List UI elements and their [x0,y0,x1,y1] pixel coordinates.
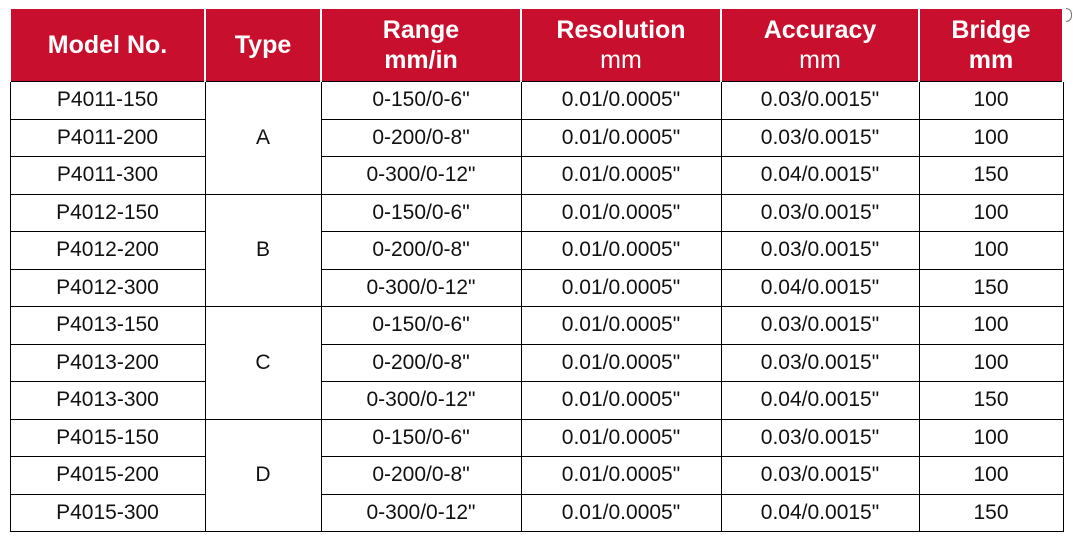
cell-resolution: 0.01/0.0005" [520,343,722,382]
cell-bridge: 100 [918,81,1064,120]
cell-model: P4011-300 [9,156,206,195]
cell-bridge: 100 [918,231,1064,270]
table-row: P4011-150 A 0-150/0-6" 0.01/0.0005" 0.03… [9,81,1064,195]
cell-bridge: 100 [918,193,1064,232]
cell-accuracy: 0.03/0.0015" [720,193,920,232]
cell-range: 0-200/0-8" [320,118,522,157]
header-bridge-label: Bridge [951,16,1031,44]
cell-bridge: 150 [918,268,1064,307]
table-row: P4015-150 D 0-150/0-6" 0.01/0.0005" 0.03… [9,418,1064,532]
cell-bridge: 150 [918,493,1064,532]
cell-type: A [204,81,322,195]
cell-range: 0-150/0-6" [320,81,522,120]
table-row: P4013-200 0-200/0-8" 0.01/0.0005" 0.03/0… [9,343,1064,382]
cell-resolution: 0.01/0.0005" [520,156,722,195]
cell-accuracy: 0.04/0.0015" [720,268,920,307]
cell-model: P4011-150 [9,81,206,120]
cell-accuracy: 0.03/0.0015" [720,343,920,382]
cell-model: P4012-200 [9,231,206,270]
table-body: P4011-150 A 0-150/0-6" 0.01/0.0005" 0.03… [9,81,1064,532]
cell-accuracy: 0.03/0.0015" [720,456,920,495]
cell-resolution: 0.01/0.0005" [520,381,722,420]
cell-range: 0-300/0-12" [320,156,522,195]
cell-type: C [204,306,322,420]
cell-resolution: 0.01/0.0005" [520,306,722,345]
cell-resolution: 0.01/0.0005" [520,268,722,307]
header-range: Range mm/in [320,9,522,82]
cell-bridge: 100 [918,343,1064,382]
cell-range: 0-150/0-6" [320,418,522,457]
header-accuracy: Accuracy mm [720,9,920,82]
cell-bridge: 150 [918,381,1064,420]
cell-range: 0-150/0-6" [320,193,522,232]
header-model-no: Model No. [9,9,206,82]
header-model-no-label: Model No. [47,31,168,59]
cell-model: P4013-200 [9,343,206,382]
table-row: P4012-300 0-300/0-12" 0.01/0.0005" 0.04/… [9,268,1064,307]
cell-resolution: 0.01/0.0005" [520,118,722,157]
table-row: P4015-300 0-300/0-12" 0.01/0.0005" 0.04/… [9,493,1064,532]
spec-table: Model No. Type Range mm/in Resolution mm… [9,9,1064,532]
cell-accuracy: 0.03/0.0015" [720,231,920,270]
cell-range: 0-300/0-12" [320,493,522,532]
cell-resolution: 0.01/0.0005" [520,81,722,120]
cell-range: 0-200/0-8" [320,343,522,382]
header-resolution: Resolution mm [520,9,722,82]
cell-range: 0-200/0-8" [320,456,522,495]
cell-resolution: 0.01/0.0005" [520,493,722,532]
table-header: Model No. Type Range mm/in Resolution mm… [9,9,1064,82]
cell-resolution: 0.01/0.0005" [520,456,722,495]
cell-range: 0-150/0-6" [320,306,522,345]
table-row: P4015-200 0-200/0-8" 0.01/0.0005" 0.03/0… [9,456,1064,495]
cell-model: P4011-200 [9,118,206,157]
cell-accuracy: 0.03/0.0015" [720,81,920,120]
cell-type: D [204,418,322,532]
table-row: P4012-200 0-200/0-8" 0.01/0.0005" 0.03/0… [9,231,1064,270]
cell-accuracy: 0.04/0.0015" [720,493,920,532]
cell-range: 0-300/0-12" [320,268,522,307]
cell-resolution: 0.01/0.0005" [520,418,722,457]
table-row: P4013-300 0-300/0-12" 0.01/0.0005" 0.04/… [9,381,1064,420]
cell-bridge: 150 [918,156,1064,195]
cell-bridge: 100 [918,456,1064,495]
header-range-label: Range [382,16,460,44]
header-accuracy-label: Accuracy [763,16,877,44]
table-row: P4013-150 C 0-150/0-6" 0.01/0.0005" 0.03… [9,306,1064,420]
header-resolution-unit: mm [600,46,642,74]
cell-model: P4015-300 [9,493,206,532]
cell-accuracy: 0.04/0.0015" [720,381,920,420]
cell-type: B [204,193,322,307]
cell-accuracy: 0.03/0.0015" [720,418,920,457]
header-bridge-unit: mm [968,46,1014,74]
cell-model: P4012-150 [9,193,206,232]
cell-model: P4013-300 [9,381,206,420]
table-row: P4011-200 0-200/0-8" 0.01/0.0005" 0.03/0… [9,118,1064,157]
cell-model: P4012-300 [9,268,206,307]
table-row: P4012-150 B 0-150/0-6" 0.01/0.0005" 0.03… [9,193,1064,307]
header-resolution-label: Resolution [556,16,686,44]
cell-accuracy: 0.03/0.0015" [720,118,920,157]
cell-accuracy: 0.04/0.0015" [720,156,920,195]
cell-bridge: 100 [918,118,1064,157]
cell-range: 0-300/0-12" [320,381,522,420]
cell-bridge: 100 [918,306,1064,345]
cell-resolution: 0.01/0.0005" [520,231,722,270]
cell-model: P4015-200 [9,456,206,495]
cell-range: 0-200/0-8" [320,231,522,270]
header-bridge: Bridge mm [918,9,1064,82]
header-accuracy-unit: mm [799,46,841,74]
header-type: Type [204,9,322,82]
table-row: P4011-300 0-300/0-12" 0.01/0.0005" 0.04/… [9,156,1064,195]
header-range-unit: mm/in [384,46,458,74]
cell-bridge: 100 [918,418,1064,457]
page-edge-mark [1066,8,1072,22]
cell-resolution: 0.01/0.0005" [520,193,722,232]
cell-model: P4015-150 [9,418,206,457]
header-type-label: Type [234,31,292,59]
cell-accuracy: 0.03/0.0015" [720,306,920,345]
cell-model: P4013-150 [9,306,206,345]
header-row: Model No. Type Range mm/in Resolution mm… [9,9,1064,82]
